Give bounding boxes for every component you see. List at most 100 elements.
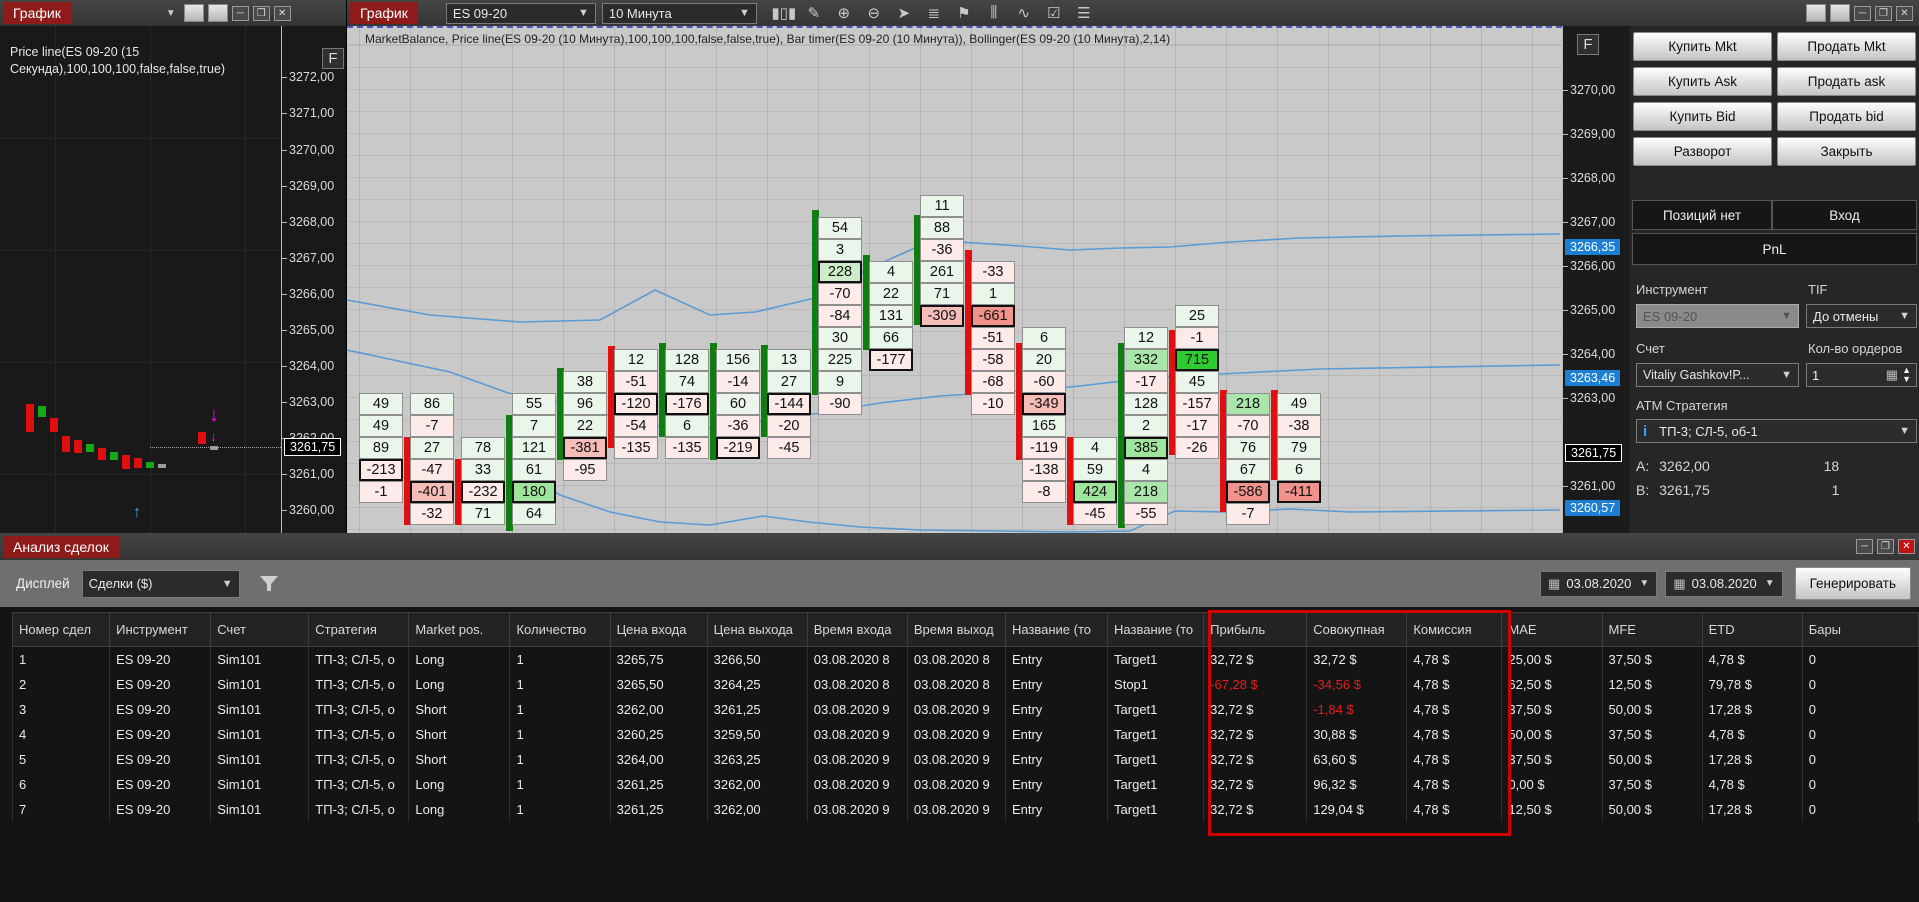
- indicator-bars-icon[interactable]: ⫼: [990, 4, 998, 21]
- footprint-cell: -58: [971, 349, 1015, 371]
- column-header[interactable]: MAE: [1501, 612, 1603, 647]
- table-cell: 3259,50: [706, 722, 808, 747]
- table-row[interactable]: 3 ES 09-20 Sim101 ТП-3; СЛ-5, о Short 1 3262,0…: [11, 697, 1919, 722]
- column-header[interactable]: Бары: [1801, 612, 1919, 647]
- order-button[interactable]: Продать bid: [1777, 102, 1916, 131]
- column-header[interactable]: Номер сдел: [11, 612, 111, 647]
- properties-list-icon[interactable]: ☰: [1077, 5, 1091, 22]
- table-cell: 4,78 $: [1406, 747, 1503, 772]
- chevron-down-icon[interactable]: ▼: [165, 7, 176, 19]
- close-button[interactable]: ✕: [1898, 539, 1915, 554]
- instrument-select[interactable]: ES 09-20 ▼: [445, 2, 596, 24]
- column-header[interactable]: Время выход: [906, 612, 1006, 647]
- fixed-scale-button[interactable]: F: [322, 48, 344, 69]
- maximize-button[interactable]: ❐: [1875, 5, 1892, 21]
- table-cell: Entry: [1004, 697, 1109, 722]
- tif-select[interactable]: До отмены ▼: [1806, 304, 1917, 328]
- chart-style-icon[interactable]: ▮▯▮: [771, 5, 797, 22]
- order-button[interactable]: Продать ask: [1777, 67, 1916, 96]
- fixed-scale-button[interactable]: F: [1577, 34, 1599, 55]
- orders-qty-label: Кол-во ордеров: [1808, 341, 1903, 356]
- minimize-button[interactable]: ─: [1856, 539, 1873, 554]
- column-header[interactable]: MFE: [1601, 612, 1703, 647]
- minimize-button[interactable]: ─: [1854, 5, 1871, 21]
- footprint-cell: 64: [512, 503, 556, 525]
- restore-button[interactable]: ❐: [252, 5, 270, 21]
- line-study-icon[interactable]: ∿: [1017, 5, 1031, 22]
- generate-button[interactable]: Генерировать: [1794, 567, 1911, 600]
- draw-pencil-icon[interactable]: ✎: [807, 5, 821, 22]
- strategy-check-icon[interactable]: ☑: [1047, 5, 1061, 22]
- table-row[interactable]: 4 ES 09-20 Sim101 ТП-3; СЛ-5, о Short 1 3260,2…: [11, 722, 1919, 747]
- orders-qty-stepper[interactable]: 1 ▦ ▲ ▼: [1806, 363, 1917, 387]
- minimize-button[interactable]: ─: [231, 5, 249, 21]
- atm-strategy-select[interactable]: i ТП-3; СЛ-5, об-1 ▼: [1636, 419, 1917, 443]
- chart-title-badge: График: [350, 2, 418, 24]
- table-cell: 1: [509, 772, 611, 797]
- stepper-arrows-icon[interactable]: ▲ ▼: [1902, 365, 1911, 384]
- flag-icon[interactable]: ⚑: [957, 5, 971, 22]
- toolbar-square-button[interactable]: [1806, 4, 1826, 22]
- filter-funnel-icon[interactable]: [258, 574, 280, 594]
- column-header[interactable]: Market pos.: [408, 612, 511, 647]
- table-row[interactable]: 7 ES 09-20 Sim101 ТП-3; СЛ-5, о Long 1 3261,25…: [11, 797, 1919, 822]
- order-button[interactable]: Купить Mkt: [1633, 32, 1772, 61]
- panel-instrument-select[interactable]: ES 09-20 ▼: [1636, 304, 1799, 328]
- column-header[interactable]: ETD: [1701, 612, 1803, 647]
- order-button[interactable]: Купить Bid: [1633, 102, 1772, 131]
- calculator-icon[interactable]: ▦: [1885, 367, 1899, 382]
- column-header[interactable]: Комиссия: [1406, 612, 1503, 647]
- table-row[interactable]: 5 ES 09-20 Sim101 ТП-3; СЛ-5, о Short 1 3264,0…: [11, 747, 1919, 772]
- table-row[interactable]: 6 ES 09-20 Sim101 ТП-3; СЛ-5, о Long 1 3261,25…: [11, 772, 1919, 797]
- column-header[interactable]: Время входа: [806, 612, 908, 647]
- mini-chart-price-axis[interactable]: F 3272,00 3271,00 3270,00 3269,00 3268,00 326…: [281, 26, 347, 533]
- column-header[interactable]: Инструмент: [109, 612, 212, 647]
- zoom-out-icon[interactable]: ⊖: [867, 5, 881, 22]
- toolbar-square-button[interactable]: [207, 4, 228, 22]
- date-from-picker[interactable]: ▦ 03.08.2020 ▼: [1540, 570, 1658, 597]
- zoom-in-icon[interactable]: ⊕: [837, 5, 851, 22]
- table-cell: 3260,25: [609, 722, 708, 747]
- column-header[interactable]: Совокупная: [1306, 612, 1408, 647]
- order-button[interactable]: Продать Mkt: [1777, 32, 1916, 61]
- date-to-picker[interactable]: ▦ 03.08.2020 ▼: [1665, 570, 1783, 597]
- order-button[interactable]: Купить Ask: [1633, 67, 1772, 96]
- footprint-cell: -47: [410, 459, 454, 481]
- entry-tab[interactable]: Вход: [1772, 200, 1917, 230]
- toolbar-square-button[interactable]: [183, 4, 204, 22]
- close-button[interactable]: ✕: [1896, 5, 1913, 21]
- trades-table[interactable]: Номер сдел Инструмент Счет Стратегия Market …: [11, 612, 1919, 822]
- table-cell: ТП-3; СЛ-5, о: [308, 747, 410, 772]
- pnl-display[interactable]: PnL: [1632, 233, 1917, 265]
- axis-label: 3268,00: [281, 215, 335, 229]
- cursor-icon[interactable]: ➤: [897, 5, 911, 22]
- table-cell: -67,28 $: [1203, 672, 1308, 697]
- footprint-chart[interactable]: MarketBalance, Price line(ES 09-20 (10 М…: [347, 26, 1562, 533]
- display-select[interactable]: Сделки ($) ▼: [81, 569, 240, 598]
- footprint-cell: 218: [1124, 481, 1168, 503]
- account-select[interactable]: Vitaliy Gashkov!P... ▼: [1636, 363, 1799, 387]
- chart-price-axis[interactable]: F 3270,00 3269,00 3268,00 3267,00 3266,00 326…: [1562, 26, 1630, 533]
- order-button[interactable]: Закрыть: [1777, 137, 1916, 166]
- timeframe-select[interactable]: 10 Минута ▼: [601, 2, 757, 24]
- column-header[interactable]: Цена входа: [609, 612, 708, 647]
- maximize-button[interactable]: ❐: [1877, 539, 1894, 554]
- table-row[interactable]: 1 ES 09-20 Sim101 ТП-3; СЛ-5, о Long 1 3265,75…: [11, 646, 1919, 672]
- footprint-cell: 131: [869, 305, 913, 327]
- column-header[interactable]: Счет: [210, 612, 310, 647]
- column-header[interactable]: Цена выхода: [706, 612, 808, 647]
- close-button[interactable]: ✕: [273, 5, 291, 21]
- info-icon[interactable]: i: [1643, 422, 1648, 440]
- table-row[interactable]: 2 ES 09-20 Sim101 ТП-3; СЛ-5, о Long 1 3265,50…: [11, 672, 1919, 697]
- table-cell: 03.08.2020 9: [906, 747, 1006, 772]
- column-header[interactable]: Название (то: [1004, 612, 1109, 647]
- table-cell: 03.08.2020 9: [806, 722, 908, 747]
- toolbar-square-button[interactable]: [1830, 4, 1850, 22]
- column-header[interactable]: Прибыль: [1203, 612, 1308, 647]
- column-header[interactable]: Стратегия: [308, 612, 410, 647]
- order-button[interactable]: Разворот: [1633, 137, 1772, 166]
- column-header[interactable]: Количество: [509, 612, 611, 647]
- column-header[interactable]: Название (то: [1107, 612, 1205, 647]
- footprint-cell: 11: [920, 195, 964, 217]
- data-series-icon[interactable]: ≣: [927, 5, 941, 22]
